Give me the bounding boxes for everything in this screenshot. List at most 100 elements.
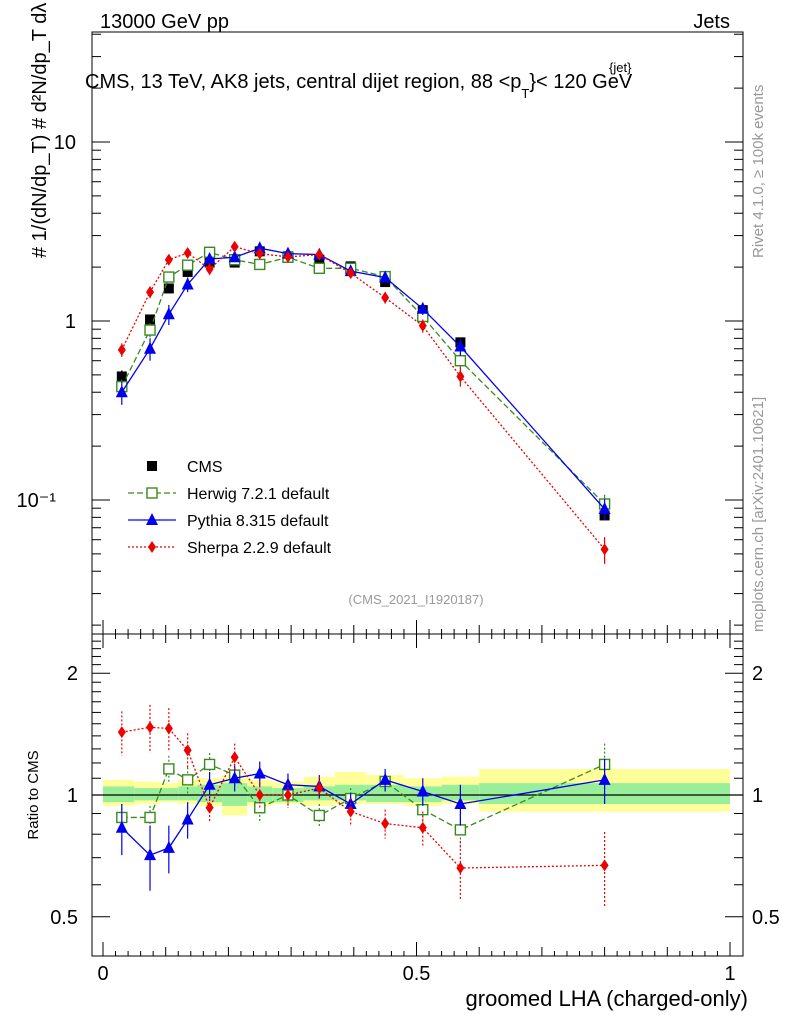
x-axis-label: groomed LHA (charged-only) bbox=[466, 986, 748, 1011]
y-axis-ratio-label-text: Ratio to CMS bbox=[25, 750, 42, 839]
data-point bbox=[203, 252, 216, 265]
data-point bbox=[598, 502, 611, 515]
data-point bbox=[115, 820, 128, 833]
legend-label: Herwig 7.2.1 default bbox=[187, 486, 330, 503]
y-tick-main-label: 10⁻¹ bbox=[17, 490, 57, 512]
legend-marker bbox=[148, 541, 156, 553]
legend-item: CMS bbox=[147, 459, 223, 476]
y-tick-ratio-label-right: 1 bbox=[752, 785, 763, 807]
data-point bbox=[315, 782, 324, 795]
legend-item: Herwig 7.2.1 default bbox=[128, 486, 330, 503]
data-point bbox=[253, 766, 266, 779]
y-tick-ratio-label: 1 bbox=[67, 785, 78, 807]
data-point bbox=[144, 811, 156, 824]
band-stat bbox=[103, 786, 135, 803]
data-point bbox=[162, 307, 175, 320]
series-line bbox=[121, 247, 606, 510]
data-point bbox=[255, 789, 264, 801]
legend-marker bbox=[146, 513, 158, 525]
data-point bbox=[379, 772, 392, 785]
ratio-sherpa bbox=[117, 704, 609, 907]
series-line bbox=[121, 245, 606, 550]
data-point bbox=[230, 240, 239, 253]
analysis-tag: (CMS_2021_I1920187) bbox=[348, 592, 483, 607]
legend-marker bbox=[147, 461, 157, 471]
data-point bbox=[164, 722, 173, 735]
data-point bbox=[228, 250, 241, 263]
data-point bbox=[146, 721, 155, 734]
data-point bbox=[163, 271, 175, 283]
data-point bbox=[416, 301, 429, 314]
data-point bbox=[346, 805, 355, 818]
data-point bbox=[205, 263, 214, 276]
site-label: mcplots.cern.ch [arXiv:2401.10621] bbox=[750, 397, 767, 632]
y-tick-ratio-label: 0.5 bbox=[50, 907, 78, 929]
y-axis-main-label: # 1/(dN/dp_T) # d²N/dp_T dλ bbox=[29, 3, 51, 258]
data-point bbox=[230, 751, 239, 764]
ratio-series bbox=[115, 704, 611, 907]
plot-title-main: CMS, 13 TeV, AK8 jets, central dijet reg… bbox=[85, 71, 521, 93]
band-stat bbox=[134, 788, 160, 801]
data-point bbox=[144, 324, 156, 336]
x-tick-label: 0 bbox=[97, 963, 108, 985]
data-point bbox=[117, 726, 126, 739]
main-sherpa bbox=[117, 240, 609, 564]
data-point bbox=[416, 784, 429, 797]
data-point bbox=[454, 355, 467, 367]
data-point bbox=[205, 801, 214, 814]
rivet-label: Rivet 4.1.0, ≥ 100k events bbox=[750, 85, 767, 258]
data-point bbox=[203, 758, 216, 771]
data-point bbox=[183, 246, 192, 259]
data-point bbox=[255, 247, 264, 260]
legend-label: CMS bbox=[187, 459, 223, 476]
category-label: Jets bbox=[693, 11, 730, 33]
plot-title-sub: T bbox=[521, 86, 529, 101]
series-line bbox=[121, 726, 605, 869]
band-stat bbox=[178, 786, 198, 801]
ratio-uncertainty-bands bbox=[103, 768, 730, 816]
data-point bbox=[181, 774, 194, 786]
data-point bbox=[598, 772, 611, 785]
data-point bbox=[379, 270, 392, 283]
x-tick-label: 0.5 bbox=[403, 963, 431, 985]
data-point bbox=[283, 789, 292, 801]
data-point bbox=[164, 253, 173, 266]
data-point bbox=[162, 840, 175, 853]
y-tick-ratio-label-right: 2 bbox=[752, 663, 763, 685]
data-point bbox=[182, 266, 193, 277]
legend-item: Sherpa 2.2.9 default bbox=[128, 540, 332, 557]
data-point bbox=[254, 802, 266, 814]
legend: CMS Herwig 7.2.1 default Pythia 8.315 defa… bbox=[128, 459, 332, 557]
data-point bbox=[163, 763, 175, 775]
y-tick-main-label: 10 bbox=[54, 132, 76, 154]
data-point bbox=[283, 250, 292, 263]
series-line bbox=[121, 772, 605, 856]
data-point bbox=[381, 817, 390, 830]
data-point bbox=[313, 262, 326, 274]
data-point bbox=[454, 797, 467, 810]
data-point bbox=[454, 339, 467, 352]
data-point bbox=[144, 848, 157, 861]
band-stat bbox=[159, 788, 179, 801]
y-tick-ratio-label: 2 bbox=[67, 663, 78, 685]
legend-label: Sherpa 2.2.9 default bbox=[187, 540, 332, 557]
data-point bbox=[146, 286, 155, 299]
y-axis-main-label-text: # 1/(dN/dp_T) # d²N/dp_T dλ bbox=[29, 3, 51, 258]
plot-title: CMS, 13 TeV, AK8 jets, central dijet reg… bbox=[85, 71, 633, 101]
data-point bbox=[313, 809, 326, 822]
data-point bbox=[254, 258, 266, 271]
legend-marker bbox=[146, 487, 158, 499]
data-point bbox=[145, 314, 156, 325]
data-point bbox=[456, 862, 465, 875]
data-point bbox=[115, 385, 128, 398]
data-point bbox=[144, 341, 157, 354]
axis-ticks: 0 0.5 1 10⁻¹ 1 10 0.5 0.5 1 1 2 2 bbox=[17, 33, 780, 985]
y-tick-main-label: 1 bbox=[65, 311, 76, 333]
x-tick-label: 1 bbox=[724, 963, 735, 985]
data-point bbox=[315, 248, 324, 261]
plot-title-end: }< 120 GeV bbox=[529, 71, 633, 93]
main-pythia bbox=[115, 241, 611, 521]
data-point bbox=[228, 771, 241, 784]
y-tick-ratio-label-right: 0.5 bbox=[752, 907, 780, 929]
data-point bbox=[181, 812, 194, 825]
